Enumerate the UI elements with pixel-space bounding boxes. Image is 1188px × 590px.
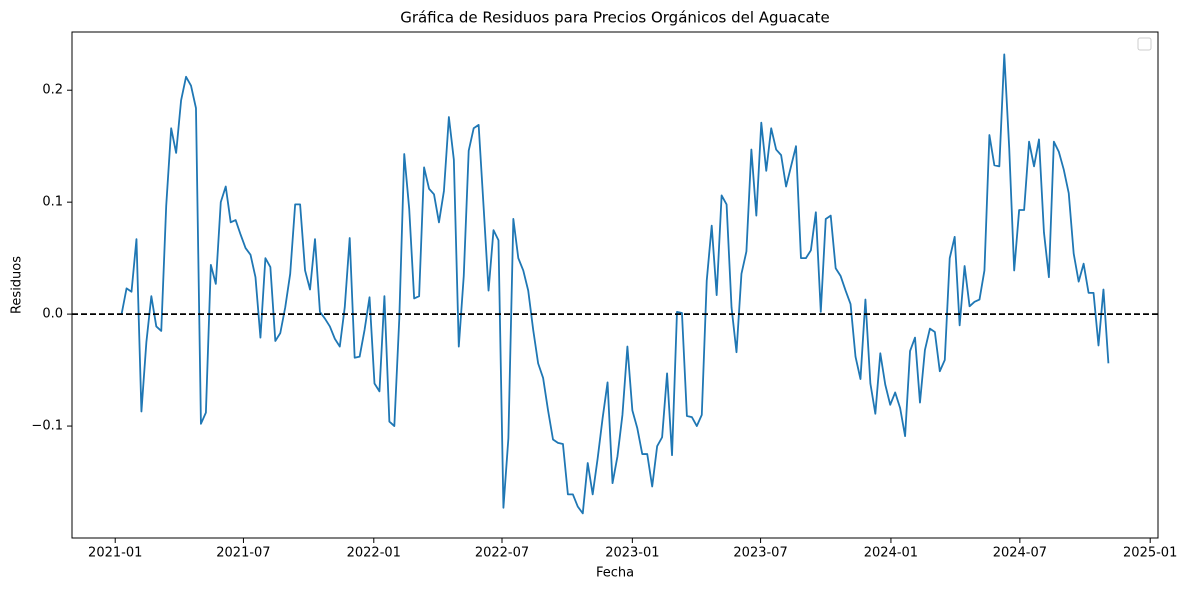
x-tick-label: 2025-01 xyxy=(1123,546,1177,561)
y-axis-label: Residuos xyxy=(10,256,25,314)
x-tick-label: 2023-07 xyxy=(733,546,787,561)
x-tick-label: 2021-01 xyxy=(88,546,142,561)
legend-box xyxy=(1137,37,1152,51)
x-tick-label: 2024-07 xyxy=(993,546,1047,561)
x-tick-label: 2024-01 xyxy=(864,546,918,561)
y-tick-label: 0.0 xyxy=(42,307,63,322)
x-tick-label: 2022-07 xyxy=(475,546,529,561)
x-axis-label: Fecha xyxy=(596,566,634,581)
plot-frame xyxy=(71,31,1159,539)
data-line xyxy=(120,53,1110,515)
x-tick-label: 2021-07 xyxy=(216,546,270,561)
x-tick-label: 2022-01 xyxy=(347,546,401,561)
chart-title: Gráfica de Residuos para Precios Orgánic… xyxy=(400,9,830,27)
y-tick-label: −0.1 xyxy=(31,419,63,434)
y-tick-label: 0.2 xyxy=(42,83,63,98)
x-tick-label: 2023-01 xyxy=(605,546,659,561)
y-tick-label: 0.1 xyxy=(42,195,63,210)
